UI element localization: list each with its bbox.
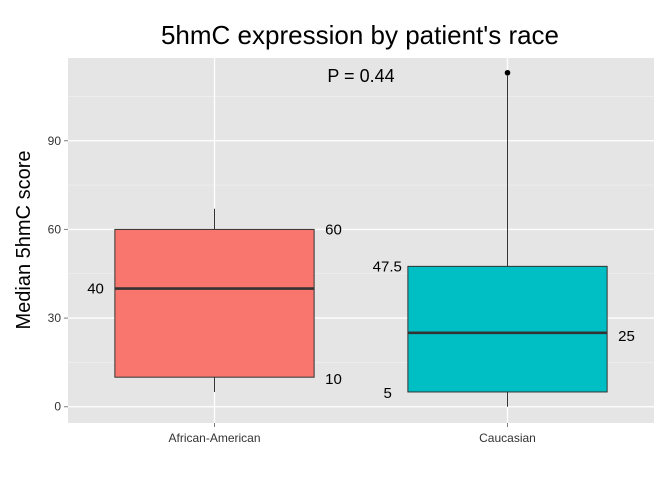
y-tick-label: 60 — [48, 222, 62, 236]
median-label: 40 — [87, 281, 104, 298]
y-tick-label: 0 — [54, 400, 61, 414]
marks-layer: 60 40 10 47.5 25 5 — [87, 69, 635, 407]
axis-layer: 0 30 60 90 African-American Caucasian — [48, 134, 536, 445]
y-tick-label: 30 — [48, 311, 62, 325]
y-axis-label: Median 5hmC score — [13, 151, 35, 330]
median-label: 25 — [618, 328, 635, 345]
box-iqr — [407, 265, 608, 393]
q1-label: 10 — [325, 371, 342, 388]
outlier-point — [504, 69, 511, 76]
box-iqr — [114, 228, 315, 378]
box-group: 60 40 10 — [87, 208, 342, 392]
q1-label: 5 — [384, 385, 392, 402]
q3-label: 60 — [325, 221, 342, 238]
box-group: 47.5 25 5 — [373, 69, 635, 407]
chart-title: 5hmC expression by patient's race — [161, 20, 559, 50]
p-value-annotation: P = 0.44 — [327, 66, 394, 86]
x-tick-label: Caucasian — [479, 431, 536, 445]
x-tick-label: African-American — [168, 431, 260, 445]
y-tick-label: 90 — [48, 134, 62, 148]
q3-label: 47.5 — [373, 258, 402, 275]
